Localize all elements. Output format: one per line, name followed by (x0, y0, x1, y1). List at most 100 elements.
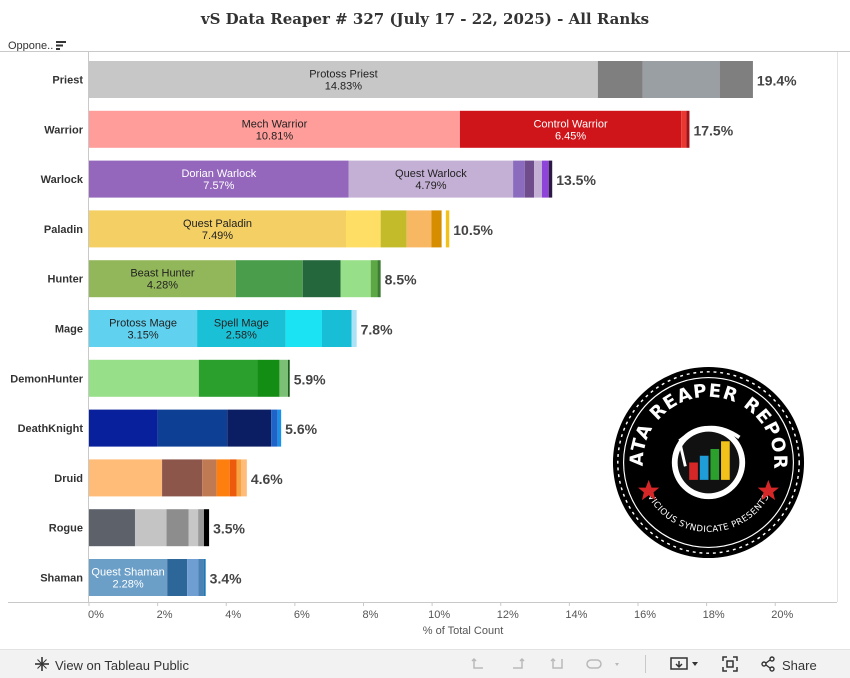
undo-icon (470, 656, 486, 675)
segment-name-label: Control Warrior (533, 118, 607, 130)
bar-total-label: 5.6% (285, 421, 317, 437)
refresh-icon (586, 656, 622, 675)
bar-segment-warlock-1 (348, 160, 514, 198)
bar-total-label: 7.8% (361, 322, 393, 338)
segment-value-label: 2.58% (226, 330, 257, 342)
revert-icon (548, 656, 566, 675)
bar-segment-rogue-5 (203, 509, 210, 547)
segment-value-label: 3.15% (127, 330, 158, 342)
x-tick-label: 0% (88, 609, 104, 621)
bar-segment-deathknight-4 (277, 409, 282, 447)
segment-name-label: Dorian Warlock (181, 168, 256, 180)
bar-segment-mage-3 (321, 310, 352, 347)
x-tick-label: 10% (428, 609, 450, 621)
bar-total-label: 10.5% (453, 222, 493, 238)
share-icon (760, 656, 776, 675)
bar-segment-druid-3 (216, 459, 230, 497)
segment-name-label: Protoss Priest (309, 69, 377, 81)
bar-total-label: 8.5% (385, 272, 417, 288)
bar-segment-shaman-1 (167, 559, 188, 596)
download-icon (670, 656, 702, 675)
segment-name-label: Quest Paladin (183, 218, 252, 230)
bar-segment-warlock-0 (89, 160, 349, 198)
bar-segment-mage-1 (197, 310, 286, 347)
bar-segment-warlock-5 (541, 160, 549, 198)
bar-segment-paladin-3 (406, 210, 432, 248)
bar-total-label: 19.4% (757, 73, 797, 89)
bar-segment-warrior-2 (681, 110, 687, 148)
x-tick-label: 2% (157, 609, 173, 621)
bar-total-label: 13.5% (556, 172, 596, 188)
x-tick-label: 8% (363, 609, 379, 621)
bar-segment-hunter-1 (235, 260, 303, 298)
x-tick-label: 14% (565, 609, 587, 621)
segment-name-label: Quest Shaman (91, 567, 164, 579)
bar-segment-deathknight-1 (157, 409, 228, 447)
category-label-warrior: Warrior (44, 124, 83, 136)
bar-segment-druid-6 (241, 459, 247, 497)
x-tick-label: 4% (225, 609, 241, 621)
redo-icon (510, 656, 526, 675)
view-on-tableau-button[interactable]: View on Tableau Public (34, 656, 189, 675)
fullscreen-icon (722, 656, 738, 675)
bar-total-label: 5.9% (294, 371, 326, 387)
x-tick-label: 20% (771, 609, 793, 621)
refresh-button[interactable] (586, 656, 622, 675)
sort-icon[interactable] (56, 41, 67, 53)
bar-total-label: 3.4% (210, 571, 242, 587)
bar-segment-hunter-0 (89, 260, 236, 298)
bar-segment-warlock-3 (524, 160, 535, 198)
share-button[interactable]: Share (760, 656, 817, 675)
revert-button[interactable] (548, 656, 566, 675)
category-label-deathknight: DeathKnight (18, 423, 84, 435)
category-label-rogue: Rogue (49, 523, 83, 535)
bar-segment-hunter-2 (302, 260, 341, 298)
fullscreen-button[interactable] (722, 656, 738, 675)
bar-segment-rogue-3 (188, 509, 199, 547)
undo-button[interactable] (470, 656, 486, 675)
redo-button[interactable] (510, 656, 526, 675)
x-axis-title: % of Total Count (423, 625, 504, 637)
x-tick-label: 6% (294, 609, 310, 621)
toolbar-separator (645, 655, 647, 673)
bar-segment-paladin-6 (445, 210, 450, 248)
bar-segment-mage-2 (285, 310, 322, 347)
bar-segment-warlock-2 (513, 160, 525, 198)
category-label-demonhunter: DemonHunter (10, 373, 83, 385)
bar-segment-priest-3 (719, 61, 753, 98)
bar-segment-shaman-2 (187, 559, 199, 596)
segment-value-label: 10.81% (256, 130, 294, 142)
segment-value-label: 6.45% (555, 130, 586, 142)
segment-value-label: 7.49% (202, 230, 233, 242)
bar-segment-paladin-1 (345, 210, 381, 248)
view-on-tableau-label: View on Tableau Public (55, 658, 189, 673)
category-label-shaman: Shaman (40, 573, 83, 585)
category-label-mage: Mage (55, 324, 83, 336)
category-label-priest: Priest (52, 75, 83, 87)
segment-name-label: Spell Mage (214, 318, 269, 330)
bar-segment-druid-2 (202, 459, 217, 497)
category-label-hunter: Hunter (48, 274, 84, 286)
segment-value-label: 4.28% (147, 280, 178, 292)
bar-segment-shaman-4 (203, 559, 206, 596)
x-tick-label: 16% (634, 609, 656, 621)
row-header-label: Oppone.. (8, 40, 54, 52)
segment-name-label: Protoss Mage (109, 318, 177, 330)
download-button[interactable] (670, 656, 702, 675)
category-label-paladin: Paladin (44, 224, 83, 236)
bar-segment-warrior-3 (686, 110, 690, 148)
bar-segment-druid-1 (162, 459, 203, 497)
x-tick-label: 18% (703, 609, 725, 621)
bar-segment-deathknight-3 (271, 409, 278, 447)
bar-total-label: 3.5% (213, 521, 245, 537)
category-label-druid: Druid (54, 473, 83, 485)
bar-segment-mage-4 (351, 310, 357, 347)
bar-segment-paladin-0 (89, 210, 346, 248)
bar-segment-paladin-4 (431, 210, 442, 248)
bar-segment-rogue-0 (89, 509, 135, 547)
x-tick-label: 12% (497, 609, 519, 621)
bar-segment-priest-2 (642, 61, 720, 98)
share-label: Share (782, 658, 817, 673)
row-header[interactable]: Oppone.. (8, 40, 67, 53)
